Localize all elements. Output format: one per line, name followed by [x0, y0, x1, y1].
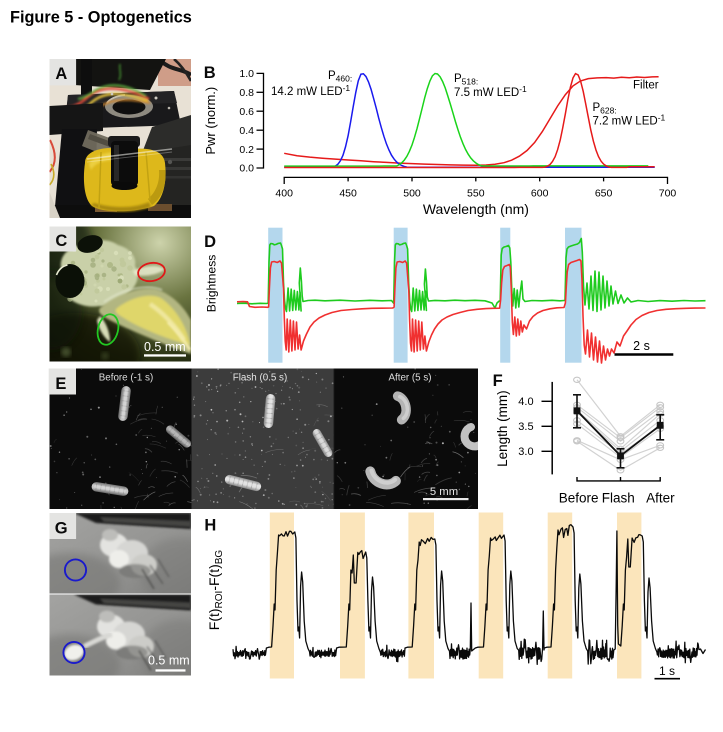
svg-text:0.0: 0.0: [239, 163, 254, 175]
svg-text:Wavelength (nm): Wavelength (nm): [423, 201, 529, 217]
svg-text:450: 450: [339, 187, 357, 199]
svg-text:2 s: 2 s: [633, 339, 650, 353]
svg-text:7.5 mW LED-1: 7.5 mW LED-1: [454, 84, 527, 99]
svg-text:600: 600: [531, 187, 549, 199]
svg-text:0.2: 0.2: [239, 144, 254, 156]
svg-text:650: 650: [595, 187, 613, 199]
svg-text:3.0: 3.0: [518, 446, 533, 458]
svg-text:Flash (0.5 s): Flash (0.5 s): [233, 373, 287, 384]
svg-text:0.5 mm: 0.5 mm: [148, 654, 190, 668]
svg-text:14.2 mW LED-1: 14.2 mW LED-1: [271, 83, 350, 98]
svg-text:Figure 5 - Optogenetics: Figure 5 - Optogenetics: [10, 9, 192, 27]
svg-text:7.2 mW LED-1: 7.2 mW LED-1: [593, 113, 666, 128]
svg-text:500: 500: [403, 187, 421, 199]
svg-text:Length (mm): Length (mm): [495, 390, 510, 467]
svg-text:700: 700: [659, 187, 677, 199]
svg-text:D: D: [204, 233, 216, 251]
svg-text:3.5: 3.5: [518, 421, 533, 433]
svg-text:G: G: [55, 519, 68, 537]
svg-text:Pwr (norm.): Pwr (norm.): [203, 87, 218, 155]
svg-text:F: F: [493, 372, 503, 390]
svg-text:1.0: 1.0: [239, 68, 254, 80]
svg-text:F(t)ROI-F(t)BG: F(t)ROI-F(t)BG: [206, 550, 225, 631]
svg-text:A: A: [55, 65, 67, 83]
svg-text:Before: Before: [559, 491, 599, 506]
svg-text:Brightness: Brightness: [205, 255, 219, 313]
svg-text:0.4: 0.4: [239, 125, 254, 137]
svg-text:B: B: [204, 64, 216, 82]
svg-text:0.8: 0.8: [239, 87, 254, 99]
svg-text:P628:: P628:: [593, 102, 617, 116]
svg-text:Before (-1 s): Before (-1 s): [99, 373, 153, 384]
svg-text:1 s: 1 s: [659, 664, 675, 678]
svg-text:P518:: P518:: [454, 73, 478, 87]
svg-text:C: C: [55, 232, 67, 250]
svg-text:Flash: Flash: [602, 491, 635, 506]
svg-text:E: E: [55, 375, 66, 393]
svg-text:P460:: P460:: [328, 70, 352, 84]
svg-text:550: 550: [467, 187, 485, 199]
svg-text:After (5 s): After (5 s): [388, 373, 431, 384]
svg-text:400: 400: [275, 187, 293, 199]
svg-text:4.0: 4.0: [518, 396, 533, 408]
svg-text:After: After: [646, 491, 675, 506]
svg-text:0.6: 0.6: [239, 106, 254, 118]
svg-text:0.5 mm: 0.5 mm: [144, 340, 186, 354]
svg-text:Filter: Filter: [633, 80, 659, 92]
svg-text:5 mm: 5 mm: [430, 486, 458, 498]
svg-text:H: H: [204, 517, 216, 535]
